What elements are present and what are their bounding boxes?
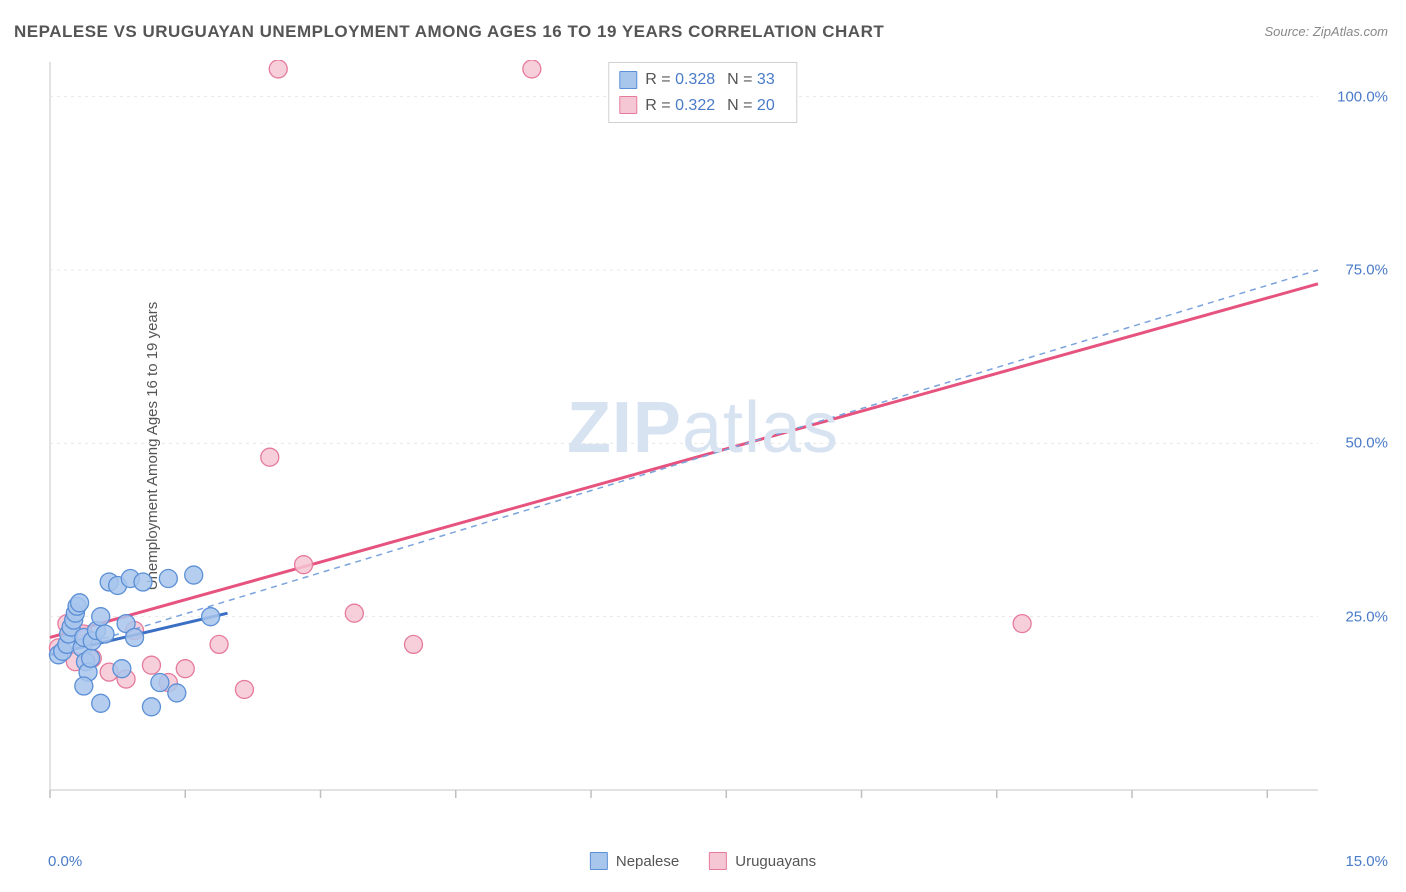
source-attribution: Source: ZipAtlas.com <box>1264 24 1388 39</box>
correlation-chart: NEPALESE VS URUGUAYAN UNEMPLOYMENT AMONG… <box>0 0 1406 892</box>
legend-label: Uruguayans <box>735 853 816 870</box>
stats-row: R = 0.322N = 20 <box>619 93 786 119</box>
legend-swatch <box>709 852 727 870</box>
y-tick-label: 75.0% <box>1345 262 1388 279</box>
stats-row: R = 0.328N = 33 <box>619 67 786 93</box>
legend-swatch <box>619 96 637 114</box>
x-tick-min: 0.0% <box>48 853 82 870</box>
legend-swatch <box>619 71 637 89</box>
legend-swatch <box>590 852 608 870</box>
legend-label: Nepalese <box>616 853 679 870</box>
scatter-plot-svg <box>48 60 1388 820</box>
stats-legend: R = 0.328N = 33R = 0.322N = 20 <box>608 62 797 123</box>
y-tick-label: 100.0% <box>1337 88 1388 105</box>
stats-text: R = 0.328N = 33 <box>645 67 786 93</box>
y-tick-label: 50.0% <box>1345 435 1388 452</box>
plot-area <box>48 60 1388 820</box>
legend-item: Nepalese <box>590 852 679 870</box>
y-tick-label: 25.0% <box>1345 608 1388 625</box>
series-legend: Nepalese Uruguayans <box>590 852 816 870</box>
stats-text: R = 0.322N = 20 <box>645 93 786 119</box>
x-tick-max: 15.0% <box>1345 853 1388 870</box>
legend-item: Uruguayans <box>709 852 816 870</box>
chart-title: NEPALESE VS URUGUAYAN UNEMPLOYMENT AMONG… <box>14 22 884 42</box>
